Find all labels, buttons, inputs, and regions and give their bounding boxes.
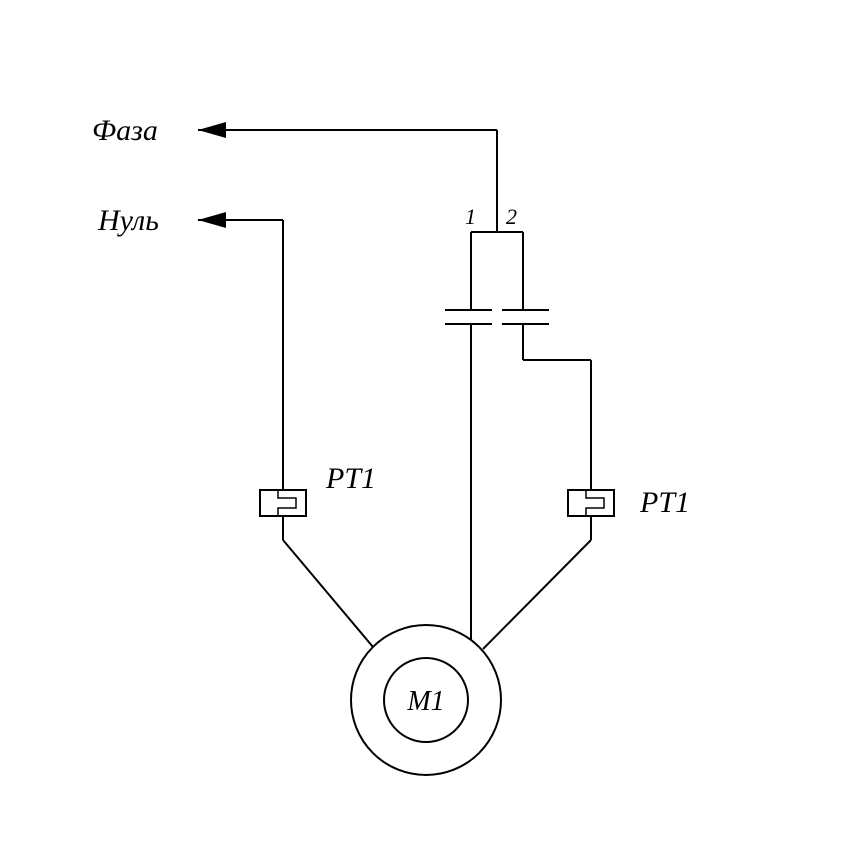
label-cap-2: 2 bbox=[506, 204, 517, 229]
arrow-null bbox=[198, 212, 226, 228]
arrow-phase bbox=[198, 122, 226, 138]
cap-gap-mask bbox=[492, 306, 502, 328]
wire-right-diagonal bbox=[483, 540, 591, 649]
relay-right bbox=[568, 490, 614, 516]
label-pt1-left: PT1 bbox=[325, 462, 376, 495]
wire-left-diagonal bbox=[283, 540, 373, 647]
relay-left bbox=[260, 490, 306, 516]
label-phase: Фаза bbox=[92, 114, 158, 147]
label-pt1-right: PT1 bbox=[639, 486, 690, 519]
label-cap-1: 1 bbox=[465, 204, 476, 229]
circuit-diagram: Фаза Нуль 1 2 PT1 PT1 M1 bbox=[0, 0, 852, 850]
label-motor: M1 bbox=[406, 686, 444, 717]
label-null: Нуль bbox=[97, 204, 159, 237]
